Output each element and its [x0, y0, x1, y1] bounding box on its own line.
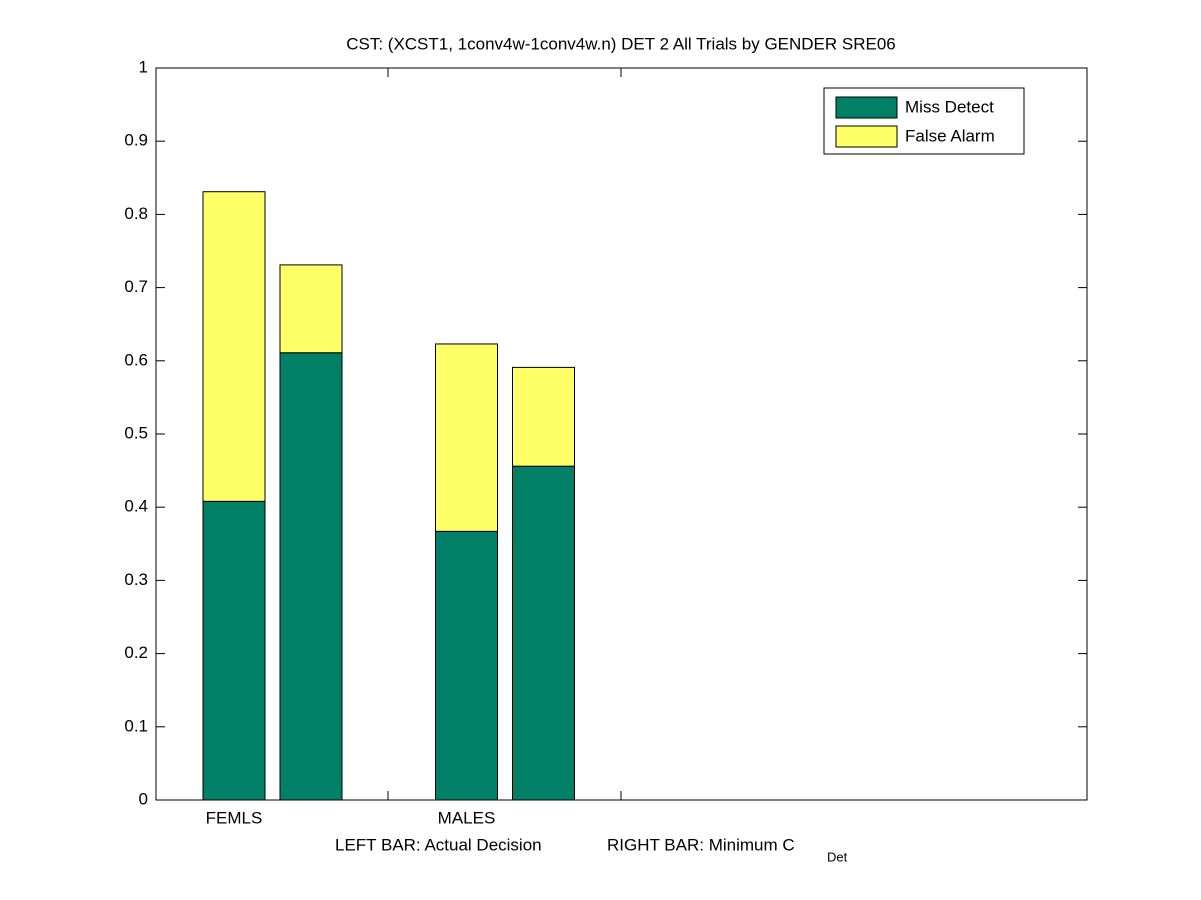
y-tick-label: 0.4	[124, 497, 148, 516]
y-tick-label: 1	[139, 57, 148, 76]
legend-label: False Alarm	[905, 126, 995, 145]
y-tick-label: 0.9	[124, 131, 148, 150]
legend-swatch	[835, 96, 898, 119]
bar-segment	[279, 264, 343, 354]
bar-segment	[202, 500, 266, 801]
x-axis-label: LEFT BAR: Actual Decision	[335, 835, 542, 854]
y-tick-label: 0.8	[124, 204, 148, 223]
x-tick-label: FEMLS	[206, 808, 263, 827]
y-tick-label: 0.7	[124, 277, 148, 296]
x-axis-label-subscript: Det	[827, 849, 848, 864]
y-tick-label: 0.6	[124, 350, 148, 369]
y-tick-label: 0	[139, 789, 148, 808]
y-tick-label: 0.2	[124, 643, 148, 662]
bar-segment	[202, 191, 266, 502]
bar-segment	[279, 352, 343, 801]
x-axis-label: RIGHT BAR: Minimum C	[607, 835, 795, 854]
legend-swatch	[835, 125, 898, 148]
x-tick-label: MALES	[438, 808, 496, 827]
bar-segment	[435, 530, 498, 801]
legend-label: Miss Detect	[905, 97, 994, 116]
y-tick-label: 0.5	[124, 423, 148, 442]
y-tick-label: 0.1	[124, 716, 148, 735]
bar-segment	[512, 465, 575, 801]
chart-title: CST: (XCST1, 1conv4w-1conv4w.n) DET 2 Al…	[346, 34, 896, 53]
y-tick-label: 0.3	[124, 570, 148, 589]
bar-segment	[435, 343, 498, 532]
bar-segment	[512, 366, 575, 467]
